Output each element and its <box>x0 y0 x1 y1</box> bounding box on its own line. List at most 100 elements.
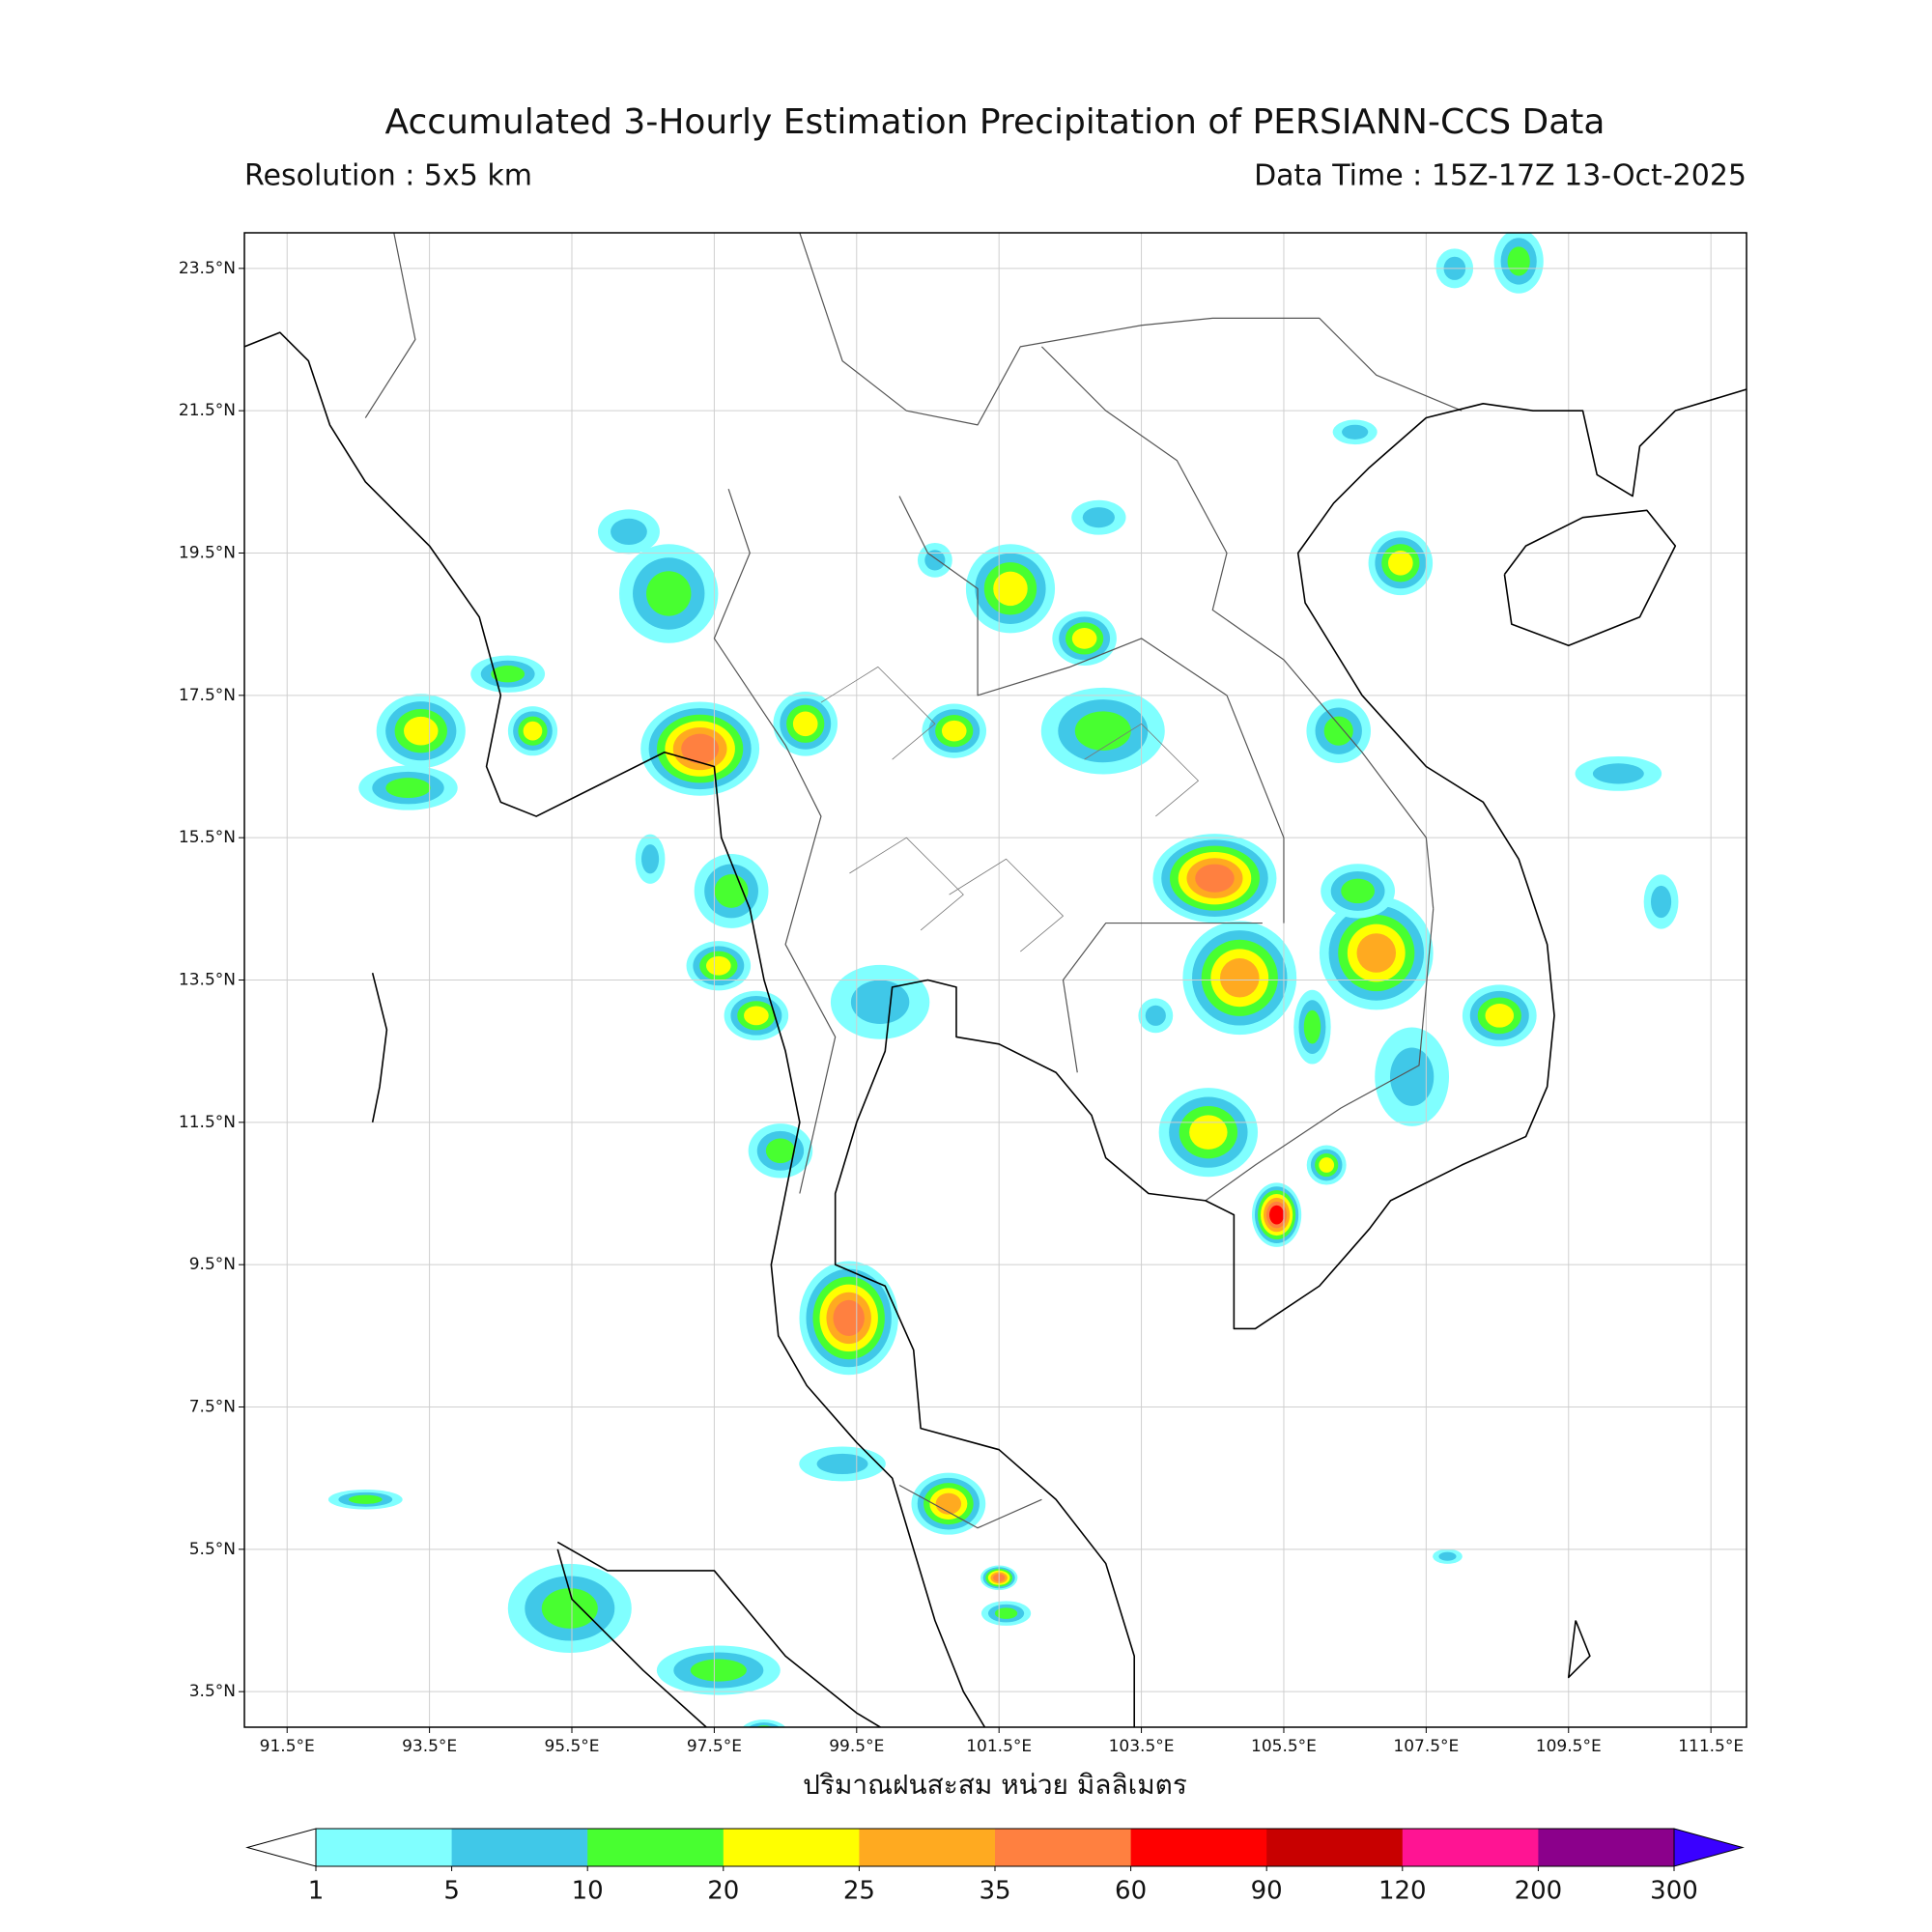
coastline <box>556 1541 882 1727</box>
rain-cell <box>641 844 660 874</box>
colorbar: 1 5 10 20 25 35 60 90 120 200 300 <box>245 1828 1745 1906</box>
colorbar-tick-label: 200 <box>1515 1877 1563 1906</box>
data-time: Data Time : 15Z-17Z 13-Oct-2025 <box>1254 159 1747 193</box>
axis-ticks: 91.5°E 93.5°E 95.5°E 97.5°E 99.5°E 101.5°E 103… <box>179 259 1744 1756</box>
graticule <box>244 233 1747 1727</box>
x-tick-label: 111.5°E <box>1678 1737 1744 1756</box>
colorbar-tick-label: 120 <box>1378 1877 1427 1906</box>
rain-cell <box>748 1722 781 1727</box>
title: Accumulated 3-Hourly Estimation Precipit… <box>385 102 1605 142</box>
rain-cell <box>816 1453 868 1475</box>
rain-cell <box>681 733 720 764</box>
rain-cell <box>404 716 439 746</box>
province-line <box>949 858 1064 952</box>
rain-cell <box>1071 628 1097 649</box>
rain-cell <box>541 1588 598 1629</box>
resolution: Resolution : 5x5 km <box>244 159 532 193</box>
colorbar-tick-label: 60 <box>1115 1877 1147 1906</box>
rain-cell <box>792 711 818 737</box>
borders <box>364 233 1463 1529</box>
y-tick-label: 5.5°N <box>189 1540 236 1559</box>
border <box>1040 346 1435 909</box>
rain-cell <box>850 980 910 1024</box>
x-tick-label: 93.5°E <box>402 1737 457 1756</box>
border <box>799 233 1463 426</box>
rain-cell <box>755 1725 773 1727</box>
rain-cell <box>1341 878 1376 904</box>
rain-cell <box>1268 1205 1285 1225</box>
precipitation-layer <box>327 233 1679 1727</box>
x-tick-label: 95.5°E <box>544 1737 599 1756</box>
province-line <box>1084 723 1199 817</box>
rain-cell <box>765 1138 796 1164</box>
rain-cell <box>1592 763 1644 784</box>
rain-cell <box>523 721 543 741</box>
colorbar-segment <box>723 1829 860 1866</box>
y-tick-label: 17.5°N <box>179 686 236 705</box>
x-tick-label: 109.5°E <box>1536 1737 1602 1756</box>
colorbar-segment <box>316 1829 453 1866</box>
coastline <box>1567 1620 1591 1679</box>
rain-cell <box>1189 1115 1228 1150</box>
rain-cell <box>385 778 431 799</box>
x-tick-label: 97.5°E <box>687 1737 742 1756</box>
colorbar-tick-label: 20 <box>707 1877 739 1906</box>
colorbar-segment <box>859 1829 996 1866</box>
rain-cell <box>348 1494 383 1504</box>
y-tick-label: 11.5°N <box>179 1113 236 1132</box>
rain-cell <box>935 1492 962 1515</box>
colorbar-segment <box>587 1829 724 1866</box>
rain-cell <box>1145 1005 1166 1026</box>
colorbar-tick-label: 1 <box>308 1877 325 1906</box>
x-tick-label: 105.5°E <box>1251 1737 1317 1756</box>
rain-cell <box>1438 1551 1457 1561</box>
colorbar-segment <box>1266 1829 1404 1866</box>
rain-cell <box>994 1607 1018 1619</box>
rain-cell <box>1342 424 1369 440</box>
rain-cell <box>1388 551 1413 576</box>
rain-cell <box>611 518 647 545</box>
colorbar-tick-label: 90 <box>1251 1877 1283 1906</box>
border <box>713 489 837 1194</box>
rain-cell <box>1485 1004 1515 1028</box>
rain-cell <box>1356 933 1397 973</box>
province-line <box>849 837 964 931</box>
y-tick-label: 7.5°N <box>189 1398 236 1417</box>
rain-cell <box>706 955 731 976</box>
rain-cell <box>1323 716 1353 746</box>
y-tick-label: 13.5°N <box>179 971 236 990</box>
coastline <box>371 972 388 1122</box>
border <box>364 233 416 418</box>
coastline <box>834 388 1747 1727</box>
y-tick-label: 19.5°N <box>179 544 236 563</box>
rain-cell <box>1303 1009 1321 1044</box>
rain-cell <box>744 1006 769 1026</box>
y-tick-label: 15.5°N <box>179 828 236 847</box>
colorbar-segment <box>1130 1829 1267 1866</box>
rain-cell <box>993 571 1028 607</box>
colorbar-label: ปริมาณฝนสะสม หน่วย มิลลิเมตร <box>803 1769 1187 1801</box>
colorbar-tick-label: 5 <box>443 1877 460 1906</box>
rain-cell <box>1650 885 1672 919</box>
rain-cell <box>690 1659 747 1682</box>
x-tick-label: 91.5°E <box>260 1737 315 1756</box>
rain-cell <box>1082 507 1115 528</box>
x-tick-label: 103.5°E <box>1109 1737 1175 1756</box>
colorbar-segment <box>995 1829 1132 1866</box>
province-line <box>820 666 936 760</box>
colorbar-under <box>245 1828 317 1867</box>
rain-cell <box>1507 246 1530 276</box>
y-tick-label: 3.5°N <box>189 1682 236 1701</box>
rain-cell <box>646 571 692 616</box>
rain-cell <box>1389 1047 1435 1106</box>
x-tick-label: 99.5°E <box>829 1737 884 1756</box>
border <box>898 1485 1042 1529</box>
rain-cell <box>833 1299 865 1337</box>
colorbar-segment <box>1538 1829 1675 1866</box>
rain-cell <box>1319 1157 1335 1173</box>
border <box>1062 922 1263 1073</box>
border <box>1205 908 1435 1202</box>
y-tick-label: 9.5°N <box>189 1255 236 1274</box>
colorbar-segment <box>1402 1829 1539 1866</box>
colorbar-segment <box>451 1829 588 1866</box>
